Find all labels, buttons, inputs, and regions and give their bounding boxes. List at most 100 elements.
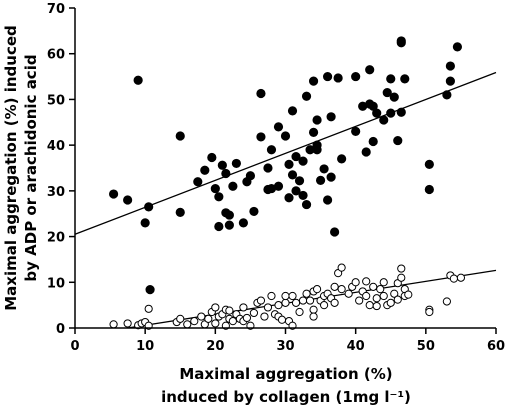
open-data-point <box>351 278 360 287</box>
filled-data-point <box>263 163 273 173</box>
open-data-point <box>123 319 132 328</box>
open-data-point <box>183 320 192 329</box>
open-data-point <box>260 312 269 321</box>
filled-data-point <box>319 164 329 174</box>
filled-data-point <box>326 172 336 182</box>
filled-data-point <box>214 221 224 232</box>
open-data-point <box>369 282 378 291</box>
filled-data-point <box>287 106 298 116</box>
y-tick-label: 40 <box>47 139 65 154</box>
filled-data-point <box>224 220 234 230</box>
filled-data-point <box>361 147 371 157</box>
filled-data-point <box>372 108 382 118</box>
plot-area <box>74 36 497 330</box>
series-2 <box>109 263 497 330</box>
open-data-point <box>249 308 259 318</box>
filled-data-point <box>217 160 227 170</box>
filled-data-point <box>280 131 291 141</box>
filled-data-point <box>245 171 256 181</box>
filled-data-point <box>308 76 319 86</box>
y-tick-label: 50 <box>47 93 65 108</box>
filled-data-point <box>351 71 361 82</box>
filled-data-point <box>249 206 259 217</box>
open-data-point <box>456 273 466 282</box>
open-data-point <box>442 297 451 306</box>
filled-data-point <box>144 202 154 212</box>
x-tick-label: 0 <box>70 339 79 354</box>
filled-data-point <box>382 87 392 98</box>
open-data-point <box>277 315 287 324</box>
filled-data-point <box>312 145 322 155</box>
open-data-point <box>211 303 220 312</box>
filled-data-point <box>393 135 403 146</box>
filled-data-point <box>452 42 463 52</box>
x-tick-label: 10 <box>136 339 154 354</box>
filled-data-point <box>386 74 396 84</box>
filled-data-point <box>396 107 406 117</box>
filled-data-point <box>424 159 434 169</box>
filled-data-point <box>315 175 326 185</box>
filled-data-point <box>379 115 389 125</box>
open-data-point <box>344 289 353 298</box>
open-data-point <box>267 291 276 301</box>
open-data-point <box>288 291 297 301</box>
open-data-point <box>330 298 339 307</box>
open-data-point <box>204 314 213 323</box>
filled-data-point <box>291 151 301 162</box>
y-tick-label: 20 <box>47 231 65 246</box>
y-tick-label: 0 <box>56 322 65 337</box>
filled-data-point <box>224 210 234 220</box>
open-data-point <box>281 298 290 307</box>
filled-data-point <box>200 165 210 175</box>
open-data-point <box>256 296 266 305</box>
filled-data-point <box>351 126 361 137</box>
open-data-point <box>305 296 315 305</box>
open-data-point <box>393 295 402 304</box>
open-data-point <box>379 291 388 301</box>
filled-data-point <box>312 115 322 125</box>
filled-data-point <box>337 154 347 164</box>
filled-data-point <box>396 38 406 48</box>
x-tick-label: 30 <box>276 339 294 354</box>
filled-data-point <box>140 218 150 228</box>
filled-data-point <box>294 176 305 186</box>
filled-data-point <box>386 108 396 118</box>
filled-data-point <box>207 152 217 163</box>
open-data-point <box>337 285 346 294</box>
filled-data-point <box>145 284 155 295</box>
filled-data-point <box>175 207 185 217</box>
filled-data-point <box>193 177 203 187</box>
x-tick-label: 50 <box>417 339 435 354</box>
filled-data-point <box>123 195 133 205</box>
open-data-point <box>362 277 371 286</box>
open-data-point <box>425 307 434 317</box>
filled-data-point <box>298 190 308 201</box>
open-data-point <box>397 273 406 282</box>
filled-data-point <box>284 193 294 203</box>
open-data-point <box>291 298 301 307</box>
filled-data-point <box>238 218 248 228</box>
open-data-point <box>355 296 364 305</box>
regression-line <box>74 71 497 235</box>
open-data-point <box>330 282 339 291</box>
y-axis-title-line-2: by ADP or arachidonic acid <box>22 54 40 281</box>
open-data-point <box>109 320 118 329</box>
open-data-point <box>176 314 185 323</box>
open-data-point <box>376 285 385 294</box>
filled-data-point <box>214 192 224 202</box>
open-data-point <box>449 274 458 283</box>
filled-data-point <box>301 91 312 101</box>
filled-data-point <box>368 136 378 147</box>
filled-data-point <box>231 158 241 169</box>
open-data-point <box>263 303 273 312</box>
filled-data-point <box>301 199 312 210</box>
open-data-point <box>372 301 381 311</box>
open-data-point <box>337 263 346 272</box>
filled-data-point <box>133 75 143 85</box>
open-data-point <box>390 289 399 298</box>
open-data-point <box>379 278 388 287</box>
open-data-point <box>319 301 329 310</box>
filled-data-point <box>333 73 343 83</box>
open-data-point <box>197 312 206 321</box>
open-data-point <box>302 289 311 298</box>
